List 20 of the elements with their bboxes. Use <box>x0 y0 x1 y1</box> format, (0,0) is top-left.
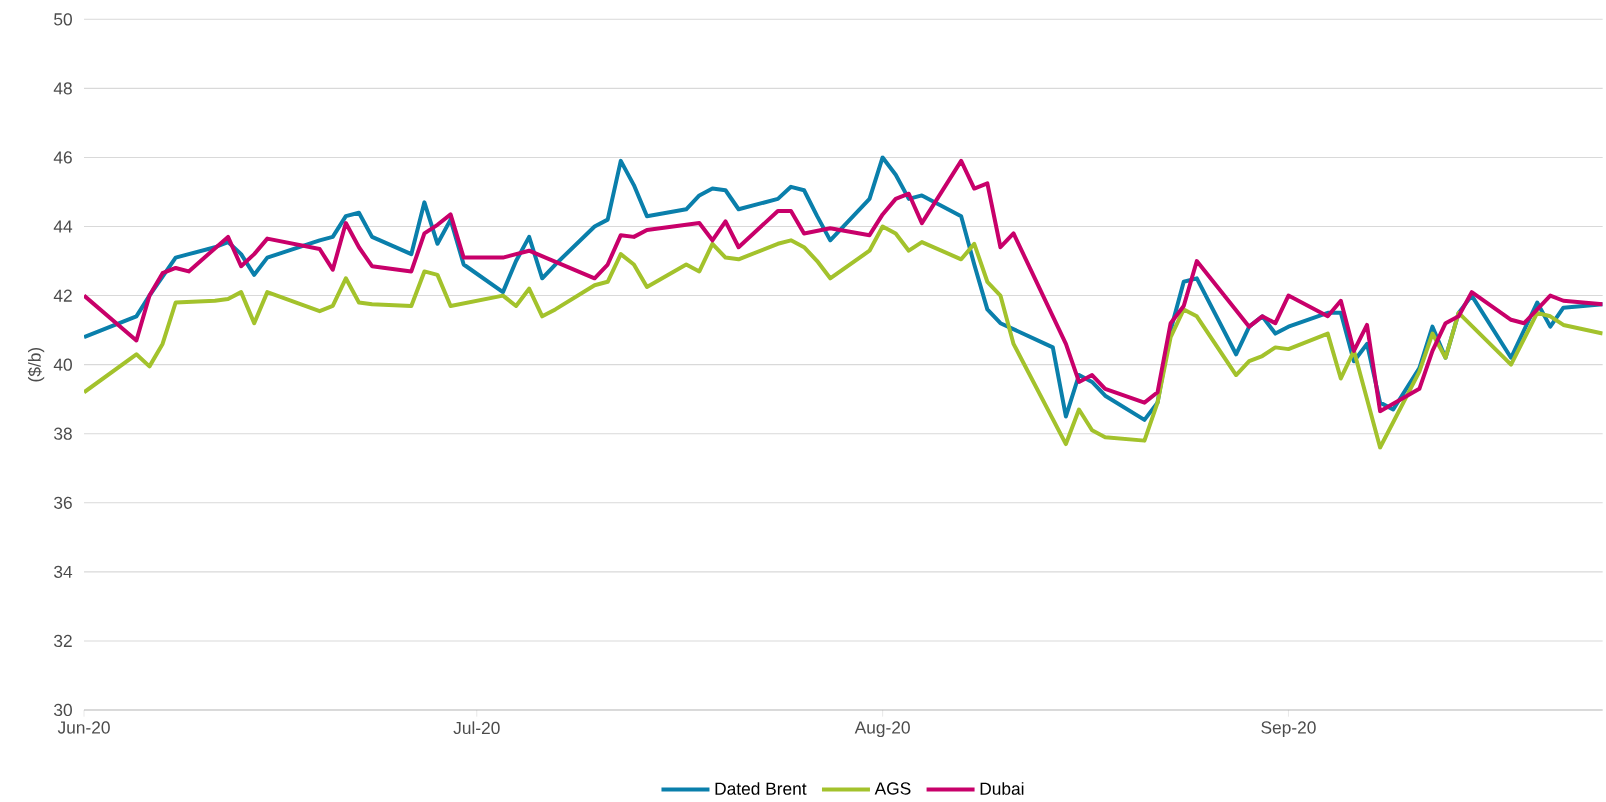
legend-label: AGS <box>874 782 911 795</box>
x-tick-label: Jun-20 <box>57 721 110 734</box>
x-tick-label: Sep-20 <box>1261 721 1316 738</box>
y-tick-label: 34 <box>54 565 73 578</box>
y-tick-label: 44 <box>53 220 73 233</box>
y-tick-label: 32 <box>54 634 72 648</box>
x-tick-label: Aug-20 <box>854 721 910 738</box>
x-tick-label: Jul-20 <box>453 721 500 735</box>
legend-label: Dated Brent <box>715 782 807 795</box>
y-tick-label: 38 <box>54 427 72 440</box>
y-tick-label: 30 <box>54 703 72 717</box>
y-tick-label: 42 <box>53 289 72 302</box>
y-tick-label: 36 <box>54 496 72 509</box>
y-tick-label: 40 <box>53 358 72 371</box>
y-tick-label: 50 <box>54 13 72 26</box>
y-tick-label: 48 <box>53 82 72 95</box>
legend-label: Dubai <box>980 782 1024 795</box>
line-series <box>84 224 1603 450</box>
y-axis-title: ($/b) <box>27 347 45 382</box>
y-tick-label: 46 <box>53 151 72 164</box>
